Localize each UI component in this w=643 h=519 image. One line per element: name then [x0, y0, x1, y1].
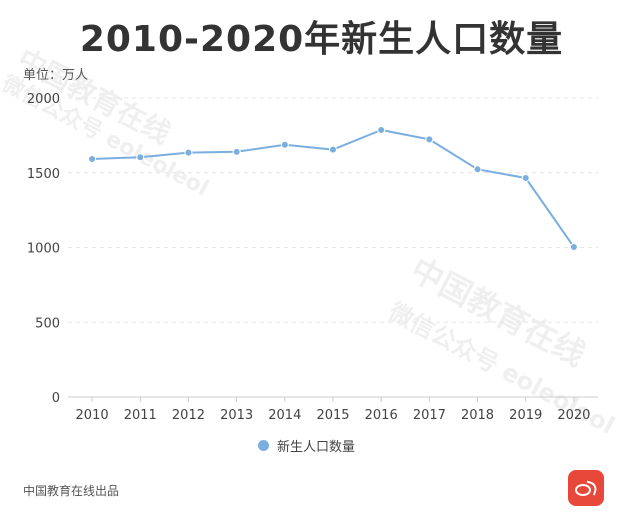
data-point [377, 125, 386, 134]
x-tick-label: 2010 [76, 408, 109, 423]
y-tick-label: 1000 [27, 242, 60, 257]
chart-title: 2010-2020年新生人口数量 [79, 19, 564, 60]
legend-marker-icon [258, 440, 269, 451]
data-point [425, 135, 434, 144]
data-point [280, 140, 289, 149]
data-point [521, 173, 530, 182]
x-tick-label: 2017 [413, 408, 446, 423]
eol-logo-icon [568, 470, 604, 506]
data-point [329, 145, 337, 154]
footer-credit: 中国教育在线出品 [23, 484, 120, 498]
chart-legend: 新生人口数量 [258, 436, 355, 455]
x-tick-label: 2019 [509, 408, 542, 423]
data-point [88, 154, 97, 163]
legend-label: 新生人口数量 [277, 440, 356, 455]
y-tick-label: 0 [52, 391, 60, 406]
x-tick-label: 2014 [268, 408, 301, 423]
x-tick-label: 2015 [316, 408, 349, 423]
y-tick-label: 500 [35, 316, 60, 331]
logo-mark [574, 480, 598, 496]
y-tick-label: 2000 [27, 92, 60, 107]
data-point [473, 165, 482, 174]
data-point [569, 243, 578, 252]
data-point [232, 147, 241, 156]
y-axis-unit-label: 单位：万人 [23, 68, 89, 83]
x-tick-label: 2018 [461, 408, 494, 423]
data-point [136, 153, 145, 162]
x-tick-label: 2016 [365, 408, 398, 423]
data-point [184, 148, 193, 157]
x-tick-label: 2020 [557, 408, 590, 423]
y-tick-label: 1500 [27, 167, 60, 182]
x-tick-label: 2013 [220, 408, 253, 423]
x-tick-label: 2012 [172, 408, 205, 423]
x-tick-label: 2011 [124, 408, 157, 423]
